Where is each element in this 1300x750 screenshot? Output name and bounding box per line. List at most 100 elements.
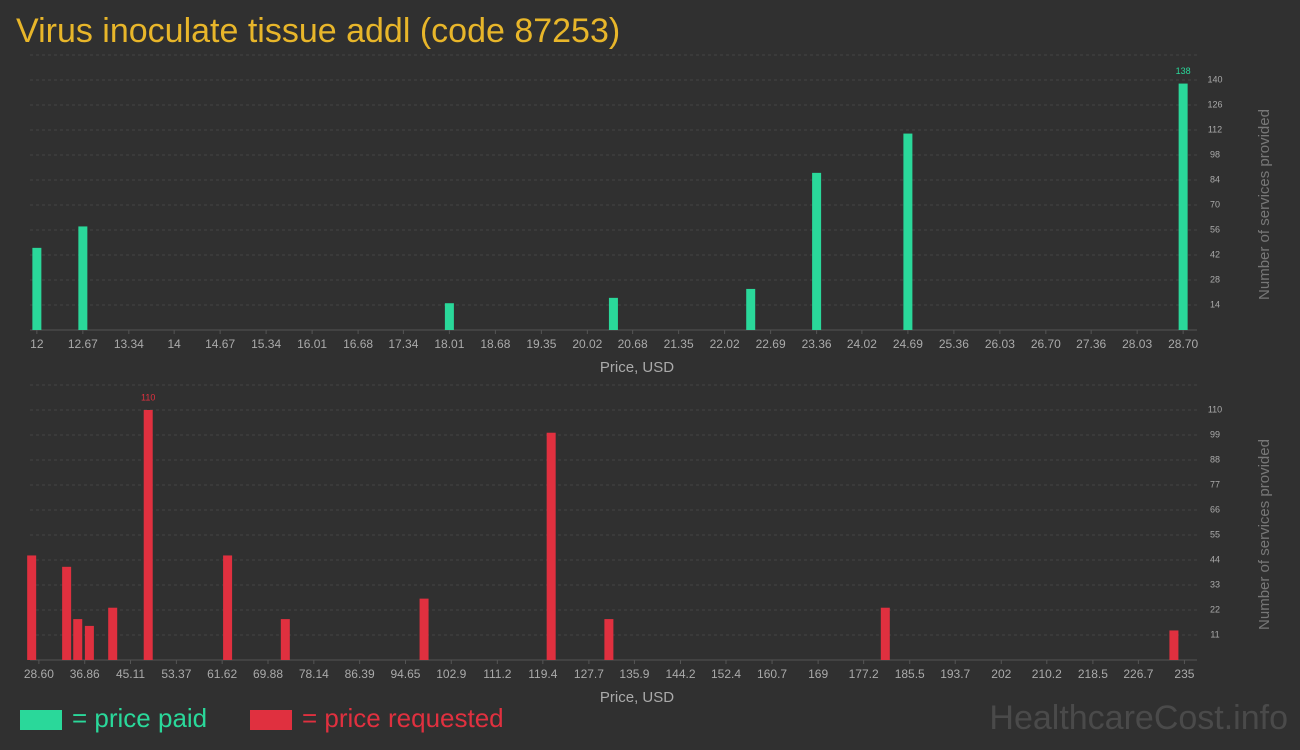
bar [546, 432, 556, 660]
x-tick-label: 14 [167, 337, 181, 351]
x-tick-label: 24.69 [893, 337, 923, 351]
x-tick-label: 23.36 [802, 337, 832, 351]
x-tick-label: 45.11 [116, 667, 145, 681]
x-tick-label: 144.2 [665, 667, 695, 681]
y-tick-label: 98 [1210, 149, 1220, 159]
x-axis-label: Price, USD [600, 359, 674, 376]
y-tick-label: 42 [1210, 249, 1220, 259]
x-tick-label: 210.2 [1032, 667, 1062, 681]
x-tick-label: 26.70 [1031, 337, 1061, 351]
x-tick-label: 218.5 [1078, 667, 1108, 681]
page-title: Virus inoculate tissue addl (code 87253) [16, 12, 620, 50]
legend-label: = price paid [72, 703, 207, 733]
bar [62, 566, 72, 660]
y-tick-label: 33 [1210, 579, 1220, 589]
x-tick-label: 69.88 [253, 667, 283, 681]
bar [444, 303, 454, 330]
x-tick-label: 226.7 [1123, 667, 1153, 681]
x-tick-label: 28.60 [24, 667, 54, 681]
x-tick-label: 152.4 [711, 667, 741, 681]
y-tick-label: 55 [1210, 529, 1220, 539]
bar [903, 133, 913, 330]
y-tick-label: 28 [1210, 274, 1220, 284]
x-tick-label: 26.03 [985, 337, 1015, 351]
y-tick-label: 140 [1207, 74, 1222, 84]
x-tick-label: 119.4 [528, 667, 557, 681]
x-tick-label: 20.02 [572, 337, 602, 351]
bar [608, 297, 618, 330]
x-tick-label: 94.65 [390, 667, 420, 681]
bar [880, 607, 890, 660]
x-tick-label: 22.69 [756, 337, 786, 351]
y-tick-label: 126 [1207, 99, 1222, 109]
bar [1169, 630, 1179, 660]
x-tick-label: 13.34 [114, 337, 144, 351]
y-tick-label: 70 [1210, 199, 1220, 209]
x-tick-label: 53.37 [161, 667, 191, 681]
x-tick-label: 12.67 [68, 337, 98, 351]
y-tick-label: 14 [1210, 299, 1220, 309]
x-tick-label: 28.70 [1168, 337, 1198, 351]
x-tick-label: 17.34 [388, 337, 418, 351]
bar [419, 598, 429, 660]
legend-swatch [20, 710, 62, 730]
x-tick-label: 111.2 [483, 667, 512, 681]
x-tick-label: 102.9 [436, 667, 466, 681]
bar [143, 410, 153, 660]
x-tick-label: 22.02 [710, 337, 740, 351]
y-tick-label: 11 [1210, 629, 1219, 639]
x-tick-label: 86.39 [345, 667, 375, 681]
x-tick-label: 193.7 [940, 667, 970, 681]
bar [32, 247, 42, 330]
bar [1178, 83, 1188, 330]
x-tick-label: 18.01 [434, 337, 464, 351]
y-axis-label: Number of services provided [1256, 109, 1273, 300]
bar [746, 288, 756, 330]
x-tick-label: 16.01 [297, 337, 327, 351]
value-label: 110 [141, 392, 155, 402]
legend-label: = price requested [302, 703, 504, 733]
y-tick-label: 110 [1208, 404, 1222, 414]
x-tick-label: 12 [30, 337, 44, 351]
x-tick-label: 135.9 [619, 667, 649, 681]
x-tick-label: 28.03 [1122, 337, 1152, 351]
x-tick-label: 18.68 [480, 337, 510, 351]
y-tick-label: 88 [1210, 454, 1220, 464]
x-tick-label: 61.62 [207, 667, 237, 681]
x-tick-label: 36.86 [70, 667, 100, 681]
y-tick-label: 22 [1210, 604, 1220, 614]
x-tick-label: 25.36 [939, 337, 969, 351]
x-tick-label: 15.34 [251, 337, 281, 351]
watermark: HealthcareCost.info [989, 699, 1288, 737]
y-tick-label: 66 [1210, 504, 1220, 514]
x-tick-label: 19.35 [526, 337, 556, 351]
x-tick-label: 235 [1174, 667, 1194, 681]
x-tick-label: 14.67 [205, 337, 235, 351]
y-tick-label: 99 [1210, 429, 1220, 439]
x-tick-label: 78.14 [299, 667, 329, 681]
x-tick-label: 16.68 [343, 337, 373, 351]
bar [27, 555, 37, 660]
x-tick-label: 169 [808, 667, 828, 681]
bar [108, 607, 118, 660]
bar [604, 619, 614, 660]
x-tick-label: 27.36 [1076, 337, 1106, 351]
y-tick-label: 56 [1210, 224, 1220, 234]
x-tick-label: 20.68 [618, 337, 648, 351]
bar [812, 172, 822, 330]
x-tick-label: 160.7 [757, 667, 787, 681]
y-axis-label: Number of services provided [1256, 439, 1273, 630]
x-tick-label: 127.7 [574, 667, 604, 681]
bar [73, 619, 83, 660]
bar [280, 619, 290, 660]
x-tick-label: 177.2 [849, 667, 879, 681]
x-axis-label: Price, USD [600, 689, 674, 706]
bar [223, 555, 233, 660]
legend-swatch [250, 710, 292, 730]
x-tick-label: 24.02 [847, 337, 877, 351]
value-label: 138 [1176, 66, 1191, 76]
bar [78, 226, 88, 330]
y-tick-label: 77 [1210, 479, 1220, 489]
